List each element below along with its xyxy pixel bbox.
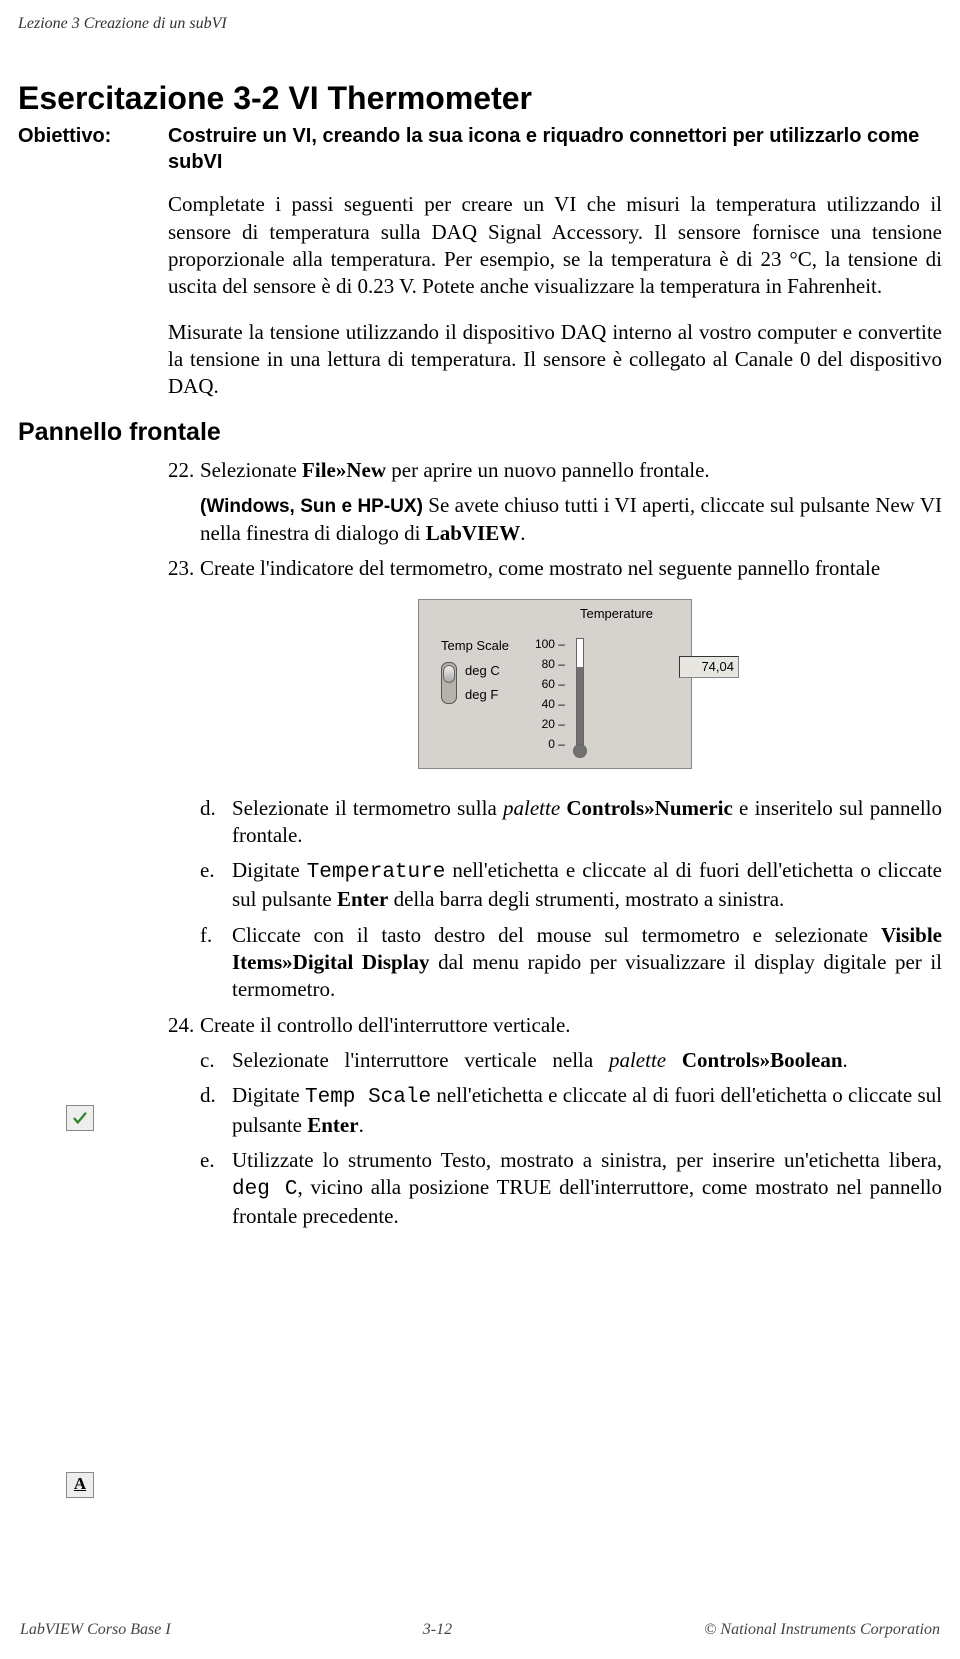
- step-text: Create l'indicatore del termometro, come…: [200, 555, 942, 582]
- page-header: Lezione 3 Creazione di un subVI: [0, 0, 960, 43]
- text-fragment: .: [359, 1113, 364, 1137]
- letter-text: Selezionate l'interruttore verticale nel…: [232, 1047, 942, 1074]
- thermometer-block: 100 – 80 – 60 – 40 – 20 – 0 – 74,04: [535, 618, 669, 750]
- step-23: 23. Create l'indicatore del termometro, …: [0, 551, 960, 586]
- step-24: 24. Create il controllo dell'interruttor…: [0, 1008, 960, 1043]
- front-panel-figure: Temperature Temp Scale deg C deg F: [0, 587, 960, 791]
- main-title: Esercitazione 3-2 VI Thermometer: [0, 43, 960, 124]
- code-text: Temp Scale: [305, 1086, 431, 1109]
- step-number: 23.: [168, 555, 200, 582]
- text-fragment: per aprire un nuovo pannello frontale.: [386, 458, 710, 482]
- scale-tick: 0 –: [535, 738, 565, 750]
- section-heading: Pannello frontale: [0, 408, 960, 453]
- footer-page-number: 3-12: [423, 1620, 452, 1641]
- switch-label: Temp Scale: [441, 638, 509, 655]
- text-fragment: [666, 1048, 682, 1072]
- labview-panel: Temperature Temp Scale deg C deg F: [418, 599, 692, 769]
- palette-word: palette: [609, 1048, 666, 1072]
- deg-c-label: deg C: [465, 663, 500, 680]
- step-22: 22. Selezionate File»New per aprire un n…: [0, 453, 960, 488]
- substep-d: d. Selezionate il termometro sulla palet…: [0, 791, 960, 854]
- letter-text: Selezionate il termometro sulla palette …: [232, 795, 942, 850]
- text-fragment: Digitate: [232, 858, 307, 882]
- text-fragment: Cliccate con il tasto destro del mouse s…: [232, 923, 881, 947]
- text-fragment: della barra degli strumenti, mostrato a …: [388, 887, 784, 911]
- thermometer-fill: [577, 667, 583, 748]
- step-number: 22.: [168, 457, 200, 484]
- menu-path: File»New: [302, 458, 386, 482]
- switch-block: Temp Scale deg C deg F: [441, 618, 509, 707]
- platform-label: (Windows, Sun e HP-UX): [200, 496, 423, 517]
- step-text: Selezionate File»New per aprire un nuovo…: [200, 457, 942, 484]
- step-22-note: (Windows, Sun e HP-UX) Se avete chiuso t…: [0, 488, 960, 551]
- page-footer: LabVIEW Corso Base I 3-12 © National Ins…: [0, 1620, 960, 1641]
- intro-paragraph-2: Misurate la tensione utilizzando il disp…: [0, 309, 960, 409]
- text-tool-icon: A: [66, 1472, 94, 1498]
- substep-e2: e. Utilizzate lo strumento Testo, mostra…: [0, 1143, 960, 1235]
- text-fragment: Selezionate: [200, 458, 302, 482]
- button-name: Enter: [307, 1113, 358, 1137]
- substep-f: f. Cliccate con il tasto destro del mous…: [0, 918, 960, 1008]
- thermometer-scale: 100 – 80 – 60 – 40 – 20 – 0 –: [535, 638, 565, 750]
- footer-right: © National Instruments Corporation: [704, 1620, 940, 1641]
- switch-knob: [443, 665, 455, 683]
- check-icon: [66, 1105, 94, 1131]
- objective-text: Costruire un VI, creando la sua icona e …: [168, 123, 942, 175]
- menu-path: Controls»Boolean: [682, 1048, 843, 1072]
- letter-label: c.: [200, 1047, 232, 1074]
- footer-left: LabVIEW Corso Base I: [20, 1620, 171, 1641]
- text-fragment: Selezionate l'interruttore verticale nel…: [232, 1048, 609, 1072]
- scale-tick: 100 –: [535, 638, 565, 650]
- objective-row: Obiettivo: Costruire un VI, creando la s…: [0, 123, 960, 181]
- text-fragment: Digitate: [232, 1083, 305, 1107]
- button-name: Enter: [337, 887, 388, 911]
- text-fragment: Selezionate il termometro sulla: [232, 796, 503, 820]
- letter-label: f.: [200, 922, 232, 1004]
- deg-f-label: deg F: [465, 687, 500, 704]
- palette-word: palette: [503, 796, 560, 820]
- menu-path: Controls»Numeric: [566, 796, 732, 820]
- letter-label: e.: [200, 1147, 232, 1231]
- scale-tick: 40 –: [535, 698, 565, 710]
- step-text: Create il controllo dell'interruttore ve…: [200, 1012, 942, 1039]
- scale-tick: 20 –: [535, 718, 565, 730]
- digital-display: 74,04: [679, 656, 739, 678]
- letter-label: d.: [200, 795, 232, 850]
- thermometer-tube[interactable]: [573, 638, 587, 750]
- letter-text: Digitate Temp Scale nell'etichetta e cli…: [232, 1082, 942, 1139]
- substep-c: c. Selezionate l'interruttore verticale …: [0, 1043, 960, 1078]
- code-text: Temperature: [307, 861, 446, 884]
- substep-e: e. Digitate Temperature nell'etichetta e…: [0, 853, 960, 918]
- step-number: 24.: [168, 1012, 200, 1039]
- scale-tick: 60 –: [535, 678, 565, 690]
- letter-text: Utilizzate lo strumento Testo, mostrato …: [232, 1147, 942, 1231]
- text-fragment: Utilizzate lo strumento Testo, mostrato …: [232, 1148, 942, 1172]
- text-fragment: , vicino alla posizione TRUE dell'interr…: [232, 1175, 942, 1228]
- letter-text: Digitate Temperature nell'etichetta e cl…: [232, 857, 942, 914]
- text-fragment: .: [520, 521, 525, 545]
- vertical-switch[interactable]: [441, 662, 457, 704]
- substep-d2: d. Digitate Temp Scale nell'etichetta e …: [0, 1078, 960, 1143]
- text-fragment: .: [843, 1048, 848, 1072]
- letter-label: d.: [200, 1082, 232, 1139]
- objective-label: Obiettivo:: [18, 123, 168, 149]
- code-text: deg C: [232, 1178, 298, 1201]
- thermometer-bulb: [573, 744, 587, 758]
- letter-label: e.: [200, 857, 232, 914]
- letter-text: Cliccate con il tasto destro del mouse s…: [232, 922, 942, 1004]
- app-name: LabVIEW: [426, 521, 521, 545]
- scale-tick: 80 –: [535, 658, 565, 670]
- intro-paragraph-1: Completate i passi seguenti per creare u…: [0, 181, 960, 308]
